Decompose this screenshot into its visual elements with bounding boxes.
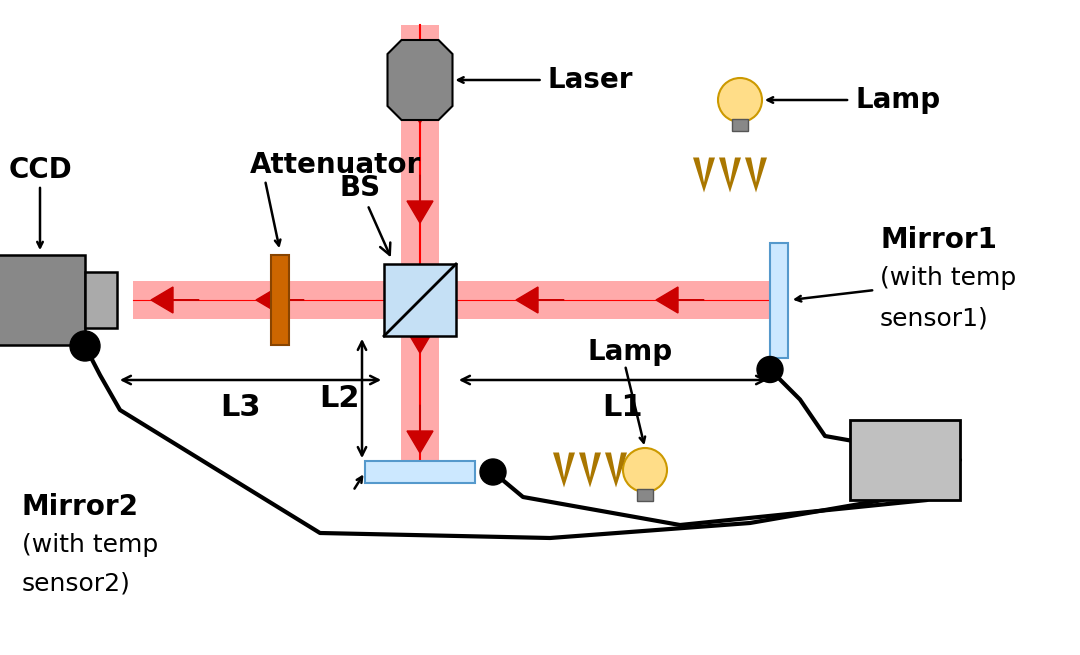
FancyArrow shape — [407, 175, 433, 223]
Text: (with temp: (with temp — [880, 266, 1016, 290]
Bar — [0, 255, 85, 345]
FancyArrow shape — [151, 287, 199, 313]
Polygon shape — [745, 157, 767, 193]
Polygon shape — [579, 453, 600, 487]
Bar — [384, 264, 456, 336]
FancyArrow shape — [407, 75, 433, 123]
Circle shape — [70, 331, 100, 361]
Text: Lamp: Lamp — [855, 86, 940, 114]
Text: CCD: CCD — [9, 156, 72, 184]
Text: L3: L3 — [220, 394, 260, 422]
Bar — [401, 25, 438, 465]
Text: Mirror2: Mirror2 — [22, 493, 139, 521]
Text: sensor2): sensor2) — [22, 571, 131, 595]
Text: Mirror1: Mirror1 — [880, 226, 997, 254]
Polygon shape — [693, 157, 715, 193]
Circle shape — [623, 448, 667, 492]
Polygon shape — [605, 453, 627, 487]
Bar — [133, 281, 771, 319]
Text: Lamp: Lamp — [588, 338, 673, 366]
Text: sensor1): sensor1) — [880, 306, 989, 330]
Text: Attenuator: Attenuator — [249, 151, 420, 179]
Circle shape — [480, 459, 507, 485]
FancyArrow shape — [656, 287, 704, 313]
Bar — [271, 255, 289, 345]
Text: L2: L2 — [320, 384, 360, 413]
Bar — [732, 119, 747, 131]
Polygon shape — [553, 453, 575, 487]
Bar — [770, 242, 788, 358]
FancyArrow shape — [516, 287, 564, 313]
Text: L1: L1 — [603, 394, 644, 422]
Text: PC: PC — [882, 445, 928, 474]
Bar — [85, 272, 117, 328]
Text: BS: BS — [339, 174, 390, 255]
FancyArrow shape — [407, 405, 433, 453]
Text: Laser: Laser — [548, 66, 633, 94]
Polygon shape — [388, 40, 453, 120]
FancyArrow shape — [407, 305, 433, 353]
Bar — [365, 461, 475, 483]
Bar — [850, 420, 960, 500]
Circle shape — [718, 78, 762, 122]
Text: (with temp: (with temp — [22, 533, 159, 557]
Circle shape — [757, 356, 783, 383]
Bar — [637, 489, 652, 501]
FancyArrow shape — [256, 287, 303, 313]
Polygon shape — [719, 157, 741, 193]
